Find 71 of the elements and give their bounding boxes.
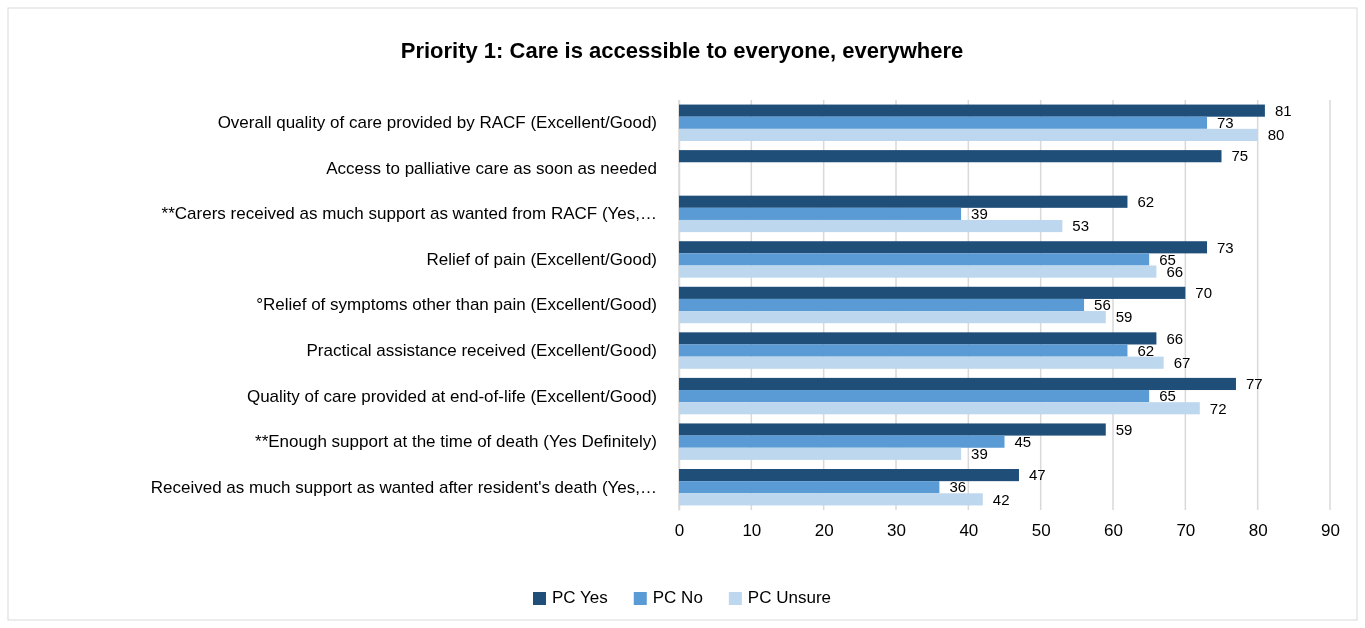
y-tick-label: °Relief of symptoms other than pain (Excellent/Good) — [256, 295, 657, 315]
bar — [679, 219, 1063, 233]
x-tick-label: 80 — [1248, 521, 1268, 541]
x-tick-label: 30 — [887, 521, 906, 541]
y-tick-label: Overall quality of care provided by RACF (Excellent/Good) — [217, 113, 657, 133]
data-label: 62 — [1137, 192, 1155, 210]
bar — [679, 344, 1128, 357]
data-label: 75 — [1231, 147, 1249, 165]
data-label: 65 — [1159, 387, 1176, 405]
bar — [679, 447, 962, 460]
legend-label: PC Unsure — [747, 588, 831, 607]
x-tick-label: 90 — [1321, 521, 1340, 541]
y-tick-label: Relief of pain (Excellent/Good) — [426, 249, 657, 269]
bar — [679, 298, 1085, 312]
bar — [679, 390, 1150, 403]
x-tick-label: 70 — [1176, 521, 1196, 541]
bar — [679, 493, 983, 506]
y-tick-label: Access to palliative care as soon as needed — [326, 158, 657, 178]
data-label: 45 — [1014, 432, 1032, 450]
y-tick-label: Received as much support as wanted after resident's death (Yes,… — [150, 477, 657, 497]
bar — [679, 150, 1222, 163]
bar — [679, 104, 1265, 117]
bar — [679, 423, 1106, 436]
y-tick-label: **Carers received as much support as wanted from RACF (Yes,… — [161, 204, 657, 224]
x-tick-label: 50 — [1031, 521, 1051, 541]
data-label: 81 — [1274, 101, 1292, 119]
data-label: 47 — [1028, 466, 1046, 484]
data-label: 67 — [1173, 353, 1191, 371]
x-tick-label: 10 — [742, 521, 762, 541]
data-label: 56 — [1094, 296, 1111, 314]
x-tick-label: 40 — [959, 521, 979, 541]
data-label: 36 — [949, 478, 967, 496]
data-label: 39 — [971, 445, 988, 463]
y-tick-label: Quality of care provided at end-of-life (Excellent/Good) — [246, 386, 657, 406]
legend-label: PC Yes — [552, 588, 608, 607]
data-label: 80 — [1267, 126, 1285, 144]
bar — [679, 469, 1019, 482]
data-label: 59 — [1115, 420, 1133, 438]
data-label: 70 — [1195, 284, 1213, 302]
data-label: 73 — [1217, 114, 1234, 132]
bar — [679, 195, 1128, 208]
legend-label: PC No — [652, 588, 703, 607]
bar — [679, 332, 1157, 345]
data-label: 59 — [1115, 308, 1133, 326]
bar — [679, 265, 1157, 278]
x-tick-label: 0 — [674, 521, 685, 541]
data-label: 62 — [1137, 341, 1155, 359]
bar — [679, 402, 1200, 415]
bar — [679, 286, 1186, 299]
chart-title: Priority 1: Care is accessible to everyone, everywhere — [400, 38, 964, 63]
bar — [679, 241, 1208, 254]
data-label: 66 — [1166, 329, 1184, 347]
bar — [679, 481, 940, 494]
data-label: 73 — [1217, 238, 1234, 256]
x-tick-label: 20 — [814, 521, 834, 541]
bar — [679, 253, 1150, 266]
y-tick-label: **Enough support at the time of death (Yes Definitely) — [255, 432, 657, 452]
data-label: 72 — [1209, 399, 1227, 417]
bar — [679, 128, 1258, 141]
bar — [679, 356, 1164, 369]
bar — [679, 377, 1236, 391]
y-tick-label: Practical assistance received (Excellent/Good) — [306, 341, 657, 360]
x-tick-label: 60 — [1104, 521, 1123, 541]
data-label: 42 — [992, 490, 1010, 508]
data-label: 39 — [971, 205, 988, 223]
data-label: 53 — [1072, 217, 1090, 235]
bar — [679, 435, 1005, 448]
bar — [679, 207, 962, 220]
data-label: 77 — [1245, 375, 1263, 393]
bar — [679, 116, 1208, 129]
bar — [679, 311, 1106, 324]
